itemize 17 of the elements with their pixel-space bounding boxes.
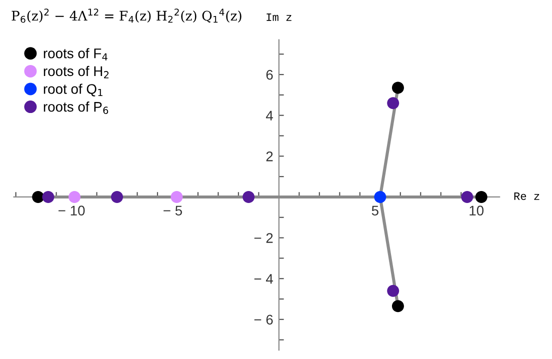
y-tick-label: 2 [266, 152, 273, 162]
y-tick-label: 6 [266, 70, 273, 80]
x-tick-label: 10 [470, 206, 484, 216]
y-tick-label: − 2 [254, 233, 273, 243]
x-tick-label: 5 [372, 206, 378, 216]
y-tick-label: − 4 [254, 274, 273, 284]
y-tick-label: 4 [266, 110, 273, 120]
y-tick-label: − 6 [254, 314, 273, 325]
legend-label: roots of P$_{6}$ [44, 102, 108, 114]
legend-label: roots of H$_{2}$ [44, 66, 109, 78]
x-tick-label: − 10 [58, 206, 85, 216]
chart-title: P$_{6}$(z)$^{2}$ − 4Λ$^{12}$ = F$_{4}$(z) H$_{2}$$^{2}$(z) Q$_{1}$$^{4}$(z) [12, 8, 242, 23]
x-axis-title: Re z [514, 192, 540, 200]
legend-label: root of Q$_{1}$ [44, 84, 102, 96]
y-axis-title: Im z [266, 14, 292, 21]
legend-label: roots of F$_{4}$ [44, 48, 108, 60]
x-tick-label: − 5 [164, 206, 182, 216]
